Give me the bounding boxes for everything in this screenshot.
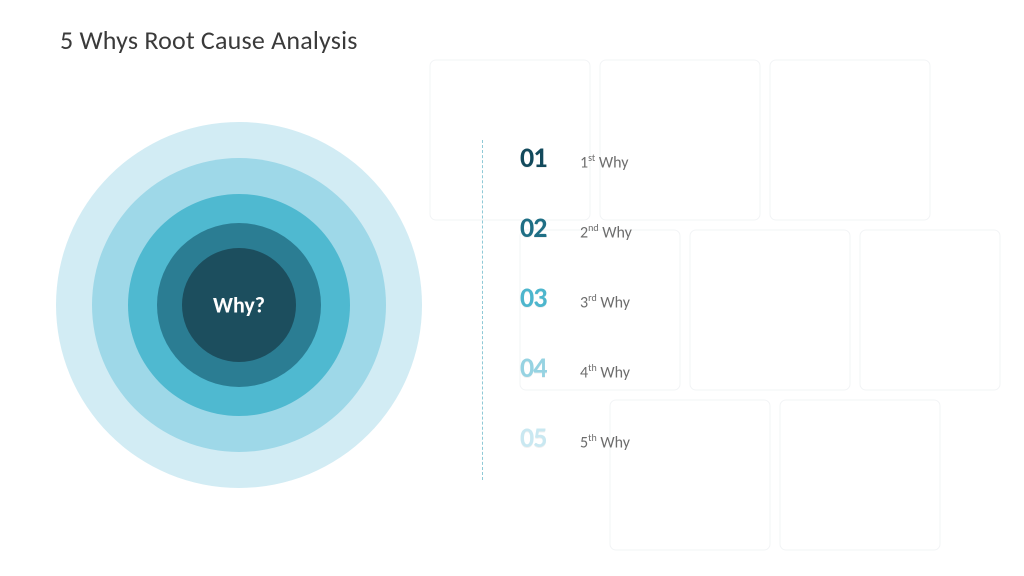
item-number: 02 (520, 210, 580, 245)
item-label: 2nd Why (580, 221, 632, 242)
vertical-divider (482, 140, 483, 480)
list-item: 05 5th Why (520, 420, 632, 452)
page-title: 5 Whys Root Cause Analysis (60, 24, 358, 56)
list-item: 01 1st Why (520, 140, 632, 172)
item-label: 3rd Why (580, 291, 630, 312)
list-item: 03 3rd Why (520, 280, 632, 312)
item-number: 01 (520, 140, 580, 175)
center-label: Why? (213, 292, 265, 319)
item-label: 5th Why (580, 431, 630, 452)
item-number: 05 (520, 420, 580, 455)
item-label: 4th Why (580, 361, 630, 382)
list-item: 04 4th Why (520, 350, 632, 382)
item-number: 04 (520, 350, 580, 385)
item-number: 03 (520, 280, 580, 315)
concentric-circles: Why? (56, 122, 422, 488)
why-list: 01 1st Why 02 2nd Why 03 3rd Why 04 4th … (520, 140, 632, 490)
list-item: 02 2nd Why (520, 210, 632, 242)
item-label: 1st Why (580, 151, 628, 172)
